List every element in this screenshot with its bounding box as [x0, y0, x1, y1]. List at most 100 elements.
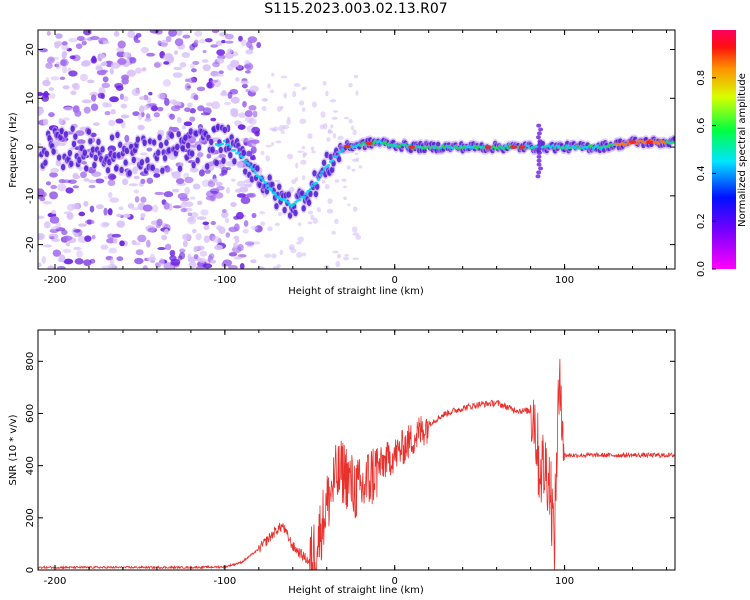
spectrogram-ridge-highlight [294, 200, 298, 204]
spectrogram-ridge-core [82, 149, 88, 156]
spectrogram-noise-blob [331, 116, 338, 120]
spectrogram-noise-blob [101, 265, 112, 269]
spectrogram-ridge-core [93, 154, 98, 162]
spectrogram-ridge-core [73, 133, 78, 140]
spectrogram-noise-blob [320, 111, 326, 118]
spectrogram-noise-blob [98, 40, 104, 45]
spectrogram-noise-blob [189, 116, 196, 122]
spectrogram-ridge-core [43, 159, 48, 166]
spectrogram-ridge-highlight [585, 145, 589, 149]
spectrogram-noise-blob [272, 266, 280, 269]
spectrogram-ridge-highlight [284, 199, 288, 203]
spectrogram-noise-blob [179, 248, 186, 253]
spectrogram-ridge-core [118, 141, 123, 149]
spectrogram-noise-blob [115, 213, 122, 218]
spectrogram-ridge-core [107, 159, 112, 166]
spectrogram-ridge-highlight [443, 146, 447, 150]
spectrogram-noise-blob [247, 192, 257, 198]
spectrogram-noise-blob [81, 99, 92, 104]
spectrogram-noise-blob [83, 259, 92, 267]
spectrogram-noise-blob [148, 91, 153, 96]
spectrogram-noise-blob [197, 200, 203, 206]
spectrogram-ridge-highlight [302, 195, 306, 199]
spectrogram-noise-blob [62, 117, 70, 121]
spectrogram-noise-blob [182, 240, 188, 248]
spectrogram-noise-blob [153, 112, 160, 118]
spectrogram-noise-blob [146, 52, 155, 57]
spectrogram-noise-blob [337, 135, 344, 141]
spectrogram-noise-blob [62, 235, 73, 241]
spectrogram-noise-blob [233, 256, 242, 260]
spectrogram-ridge-highlight [220, 142, 225, 146]
spectrogram-noise-blob [188, 77, 196, 84]
spectrogram-noise-blob [260, 221, 266, 226]
spectrogram-noise-blob [267, 83, 271, 89]
snr-x-tick-label: -100 [214, 576, 237, 587]
spectrogram-ridge-highlight [265, 184, 269, 188]
spectrogram-ridge-core [218, 146, 223, 154]
spectrogram-ridge-core [67, 149, 73, 157]
spectrogram-noise-blob [240, 39, 247, 47]
spectrogram-noise-blob [45, 181, 52, 186]
spectrogram-ridge-highlight [496, 146, 500, 150]
spectrogram-noise-blob [244, 70, 251, 74]
spectrogram-noise-blob [107, 191, 113, 199]
spectrogram-noise-blob [198, 38, 206, 44]
spectrogram-noise-blob [298, 100, 305, 106]
spectrogram-noise-blob [109, 197, 120, 203]
spectrogram-peak-spot [484, 145, 492, 149]
spectrogram-noise-blob [83, 178, 90, 182]
spectrogram-ridge-highlight [471, 146, 475, 149]
spectrogram-noise-blob [193, 39, 199, 45]
spectrogram-noise-blob [265, 144, 272, 148]
spectrogram-noise-blob [224, 40, 234, 44]
spectrogram-noise-blob [181, 52, 191, 59]
spectrogram-ridge-highlight [657, 141, 661, 145]
spectrogram-noise-blob [190, 63, 195, 70]
spectrogram-ridge-highlight [259, 176, 263, 180]
spectrogram-noise-blob [135, 249, 144, 256]
spectrogram-noise-blob [321, 179, 325, 184]
spectrogram-noise-blob [301, 175, 306, 181]
spectrogram-ridge-highlight [595, 144, 600, 148]
spectrogram-noise-blob [133, 189, 140, 194]
spectrogram-noise-blob [275, 140, 282, 144]
spectrogram-noise-blob [216, 49, 226, 56]
spectrogram-noise-blob [282, 124, 290, 130]
spectrogram-ridge-highlight [251, 167, 255, 171]
spectrogram-ridge-highlight [589, 144, 594, 148]
spectrogram-noise-blob [181, 125, 187, 130]
spectrogram-noise-blob [242, 228, 249, 234]
spectrogram-noise-blob [174, 38, 184, 47]
spectrogram-noise-blob [78, 223, 87, 227]
spectrogram-noise-blob [172, 72, 183, 78]
spectrogram-noise-blob [140, 152, 148, 156]
spectrogram-noise-blob [164, 165, 171, 173]
spectrogram-noise-blob [271, 141, 275, 147]
spectrogram-noise-blob [87, 79, 95, 84]
spectrogram-ridge-core [175, 143, 180, 151]
spectrogram-noise-blob [135, 32, 142, 38]
spectrogram-noise-blob [43, 244, 52, 248]
spectrogram-noise-blob [240, 196, 251, 205]
spectrogram-ridge-core [139, 158, 145, 166]
spectrogram-noise-blob [91, 171, 102, 177]
spectrogram-noise-blob [307, 133, 313, 139]
spectrogram-noise-blob [38, 234, 43, 241]
spectrogram-noise-blob [184, 107, 191, 113]
spectrogram-noise-blob [129, 57, 137, 64]
spectrogram-noise-blob [271, 72, 275, 77]
spectrogram-noise-blob [70, 90, 77, 96]
spectrogram-noise-blob [115, 118, 124, 124]
spectrogram-noise-blob [182, 233, 192, 241]
spectrogram-ridge-highlight [306, 189, 310, 193]
spectrogram-noise-blob [243, 220, 249, 227]
spectrogram-noise-blob [179, 62, 187, 68]
snr-y-tick-label: 200 [25, 508, 36, 527]
spectrogram-noise-blob [50, 167, 59, 174]
spectrogram-disturbance [535, 174, 541, 179]
spectrogram-noise-blob [106, 237, 116, 244]
spectrogram-noise-blob [132, 242, 141, 246]
spectrogram-ridge-core [92, 161, 97, 169]
